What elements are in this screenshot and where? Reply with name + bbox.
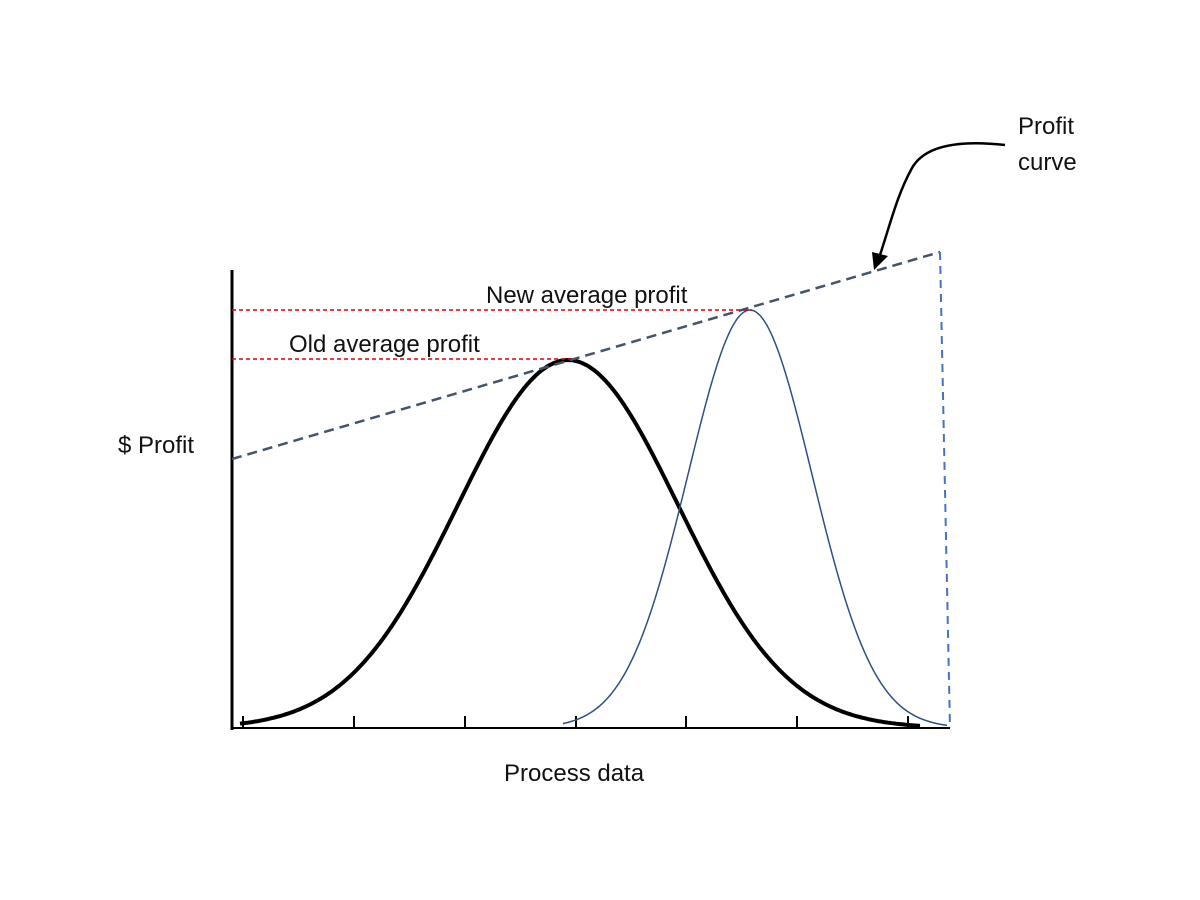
arrowhead-icon [872, 252, 888, 270]
new-distribution-curve [562, 309, 948, 727]
profit-curve-label-line1: Profit [1018, 113, 1074, 140]
profit-curve-end-line [939, 251, 951, 729]
old-distribution-curve [239, 357, 921, 728]
y-axis-label: $ Profit [118, 432, 194, 459]
profit-curve-line [231, 250, 941, 461]
profit-curve-label-line2: curve [1018, 149, 1077, 176]
old-average-profit-label: Old average profit [289, 331, 480, 358]
new-average-profit-label: New average profit [486, 282, 688, 309]
profit-curve-arrow [878, 142, 1006, 256]
x-axis-ticks [242, 716, 909, 728]
x-axis-label: Process data [504, 760, 645, 787]
